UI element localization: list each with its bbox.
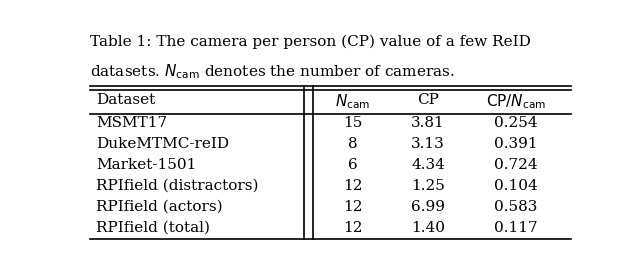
Text: 8: 8 [348, 137, 358, 151]
Text: 1.40: 1.40 [412, 221, 445, 235]
Text: 3.13: 3.13 [412, 137, 445, 151]
Text: 0.391: 0.391 [494, 137, 538, 151]
Text: Table 1: The camera per person (CP) value of a few ReID: Table 1: The camera per person (CP) valu… [90, 35, 531, 49]
Text: CP: CP [417, 93, 439, 107]
Text: 0.254: 0.254 [494, 116, 538, 130]
Text: 6: 6 [348, 158, 358, 172]
Text: 15: 15 [343, 116, 363, 130]
Text: 12: 12 [343, 179, 363, 193]
Text: 4.34: 4.34 [412, 158, 445, 172]
Text: 12: 12 [343, 200, 363, 214]
Text: 6.99: 6.99 [412, 200, 445, 214]
Text: 0.104: 0.104 [494, 179, 538, 193]
Text: 0.583: 0.583 [494, 200, 538, 214]
Text: $N_{\mathrm{cam}}$: $N_{\mathrm{cam}}$ [335, 93, 371, 111]
Text: MSMT17: MSMT17 [96, 116, 167, 130]
Text: datasets. $N_{\mathrm{cam}}$ denotes the number of cameras.: datasets. $N_{\mathrm{cam}}$ denotes the… [90, 63, 455, 82]
Text: 0.724: 0.724 [494, 158, 538, 172]
Text: 1.25: 1.25 [412, 179, 445, 193]
Text: DukeMTMC-reID: DukeMTMC-reID [96, 137, 229, 151]
Text: RPIfield (distractors): RPIfield (distractors) [96, 179, 259, 193]
Text: 3.81: 3.81 [412, 116, 445, 130]
Text: 0.117: 0.117 [494, 221, 538, 235]
Text: $\mathrm{CP}/N_{\mathrm{cam}}$: $\mathrm{CP}/N_{\mathrm{cam}}$ [486, 93, 546, 111]
Text: RPIfield (total): RPIfield (total) [96, 221, 210, 235]
Text: Market-1501: Market-1501 [96, 158, 196, 172]
Text: RPIfield (actors): RPIfield (actors) [96, 200, 223, 214]
Text: Dataset: Dataset [96, 93, 155, 107]
Text: 12: 12 [343, 221, 363, 235]
